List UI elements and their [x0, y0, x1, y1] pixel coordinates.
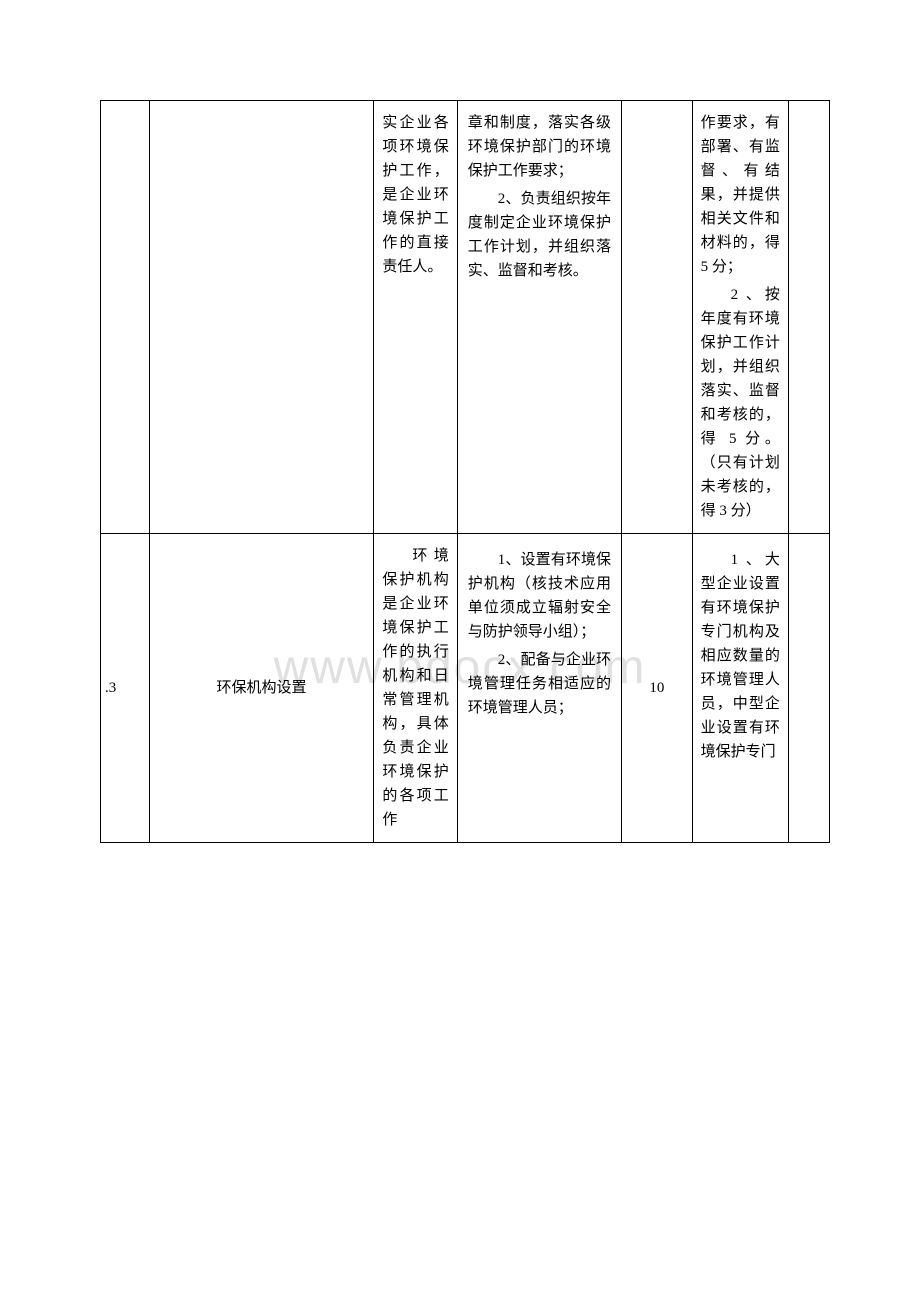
cell-title: 环保机构设置	[149, 534, 374, 843]
cell-requirements: 1、设置有环境保护机构（核技术应用单位须成立辐射安全与防护领导小组）； 2、配备…	[457, 534, 621, 843]
cell-title	[149, 101, 374, 534]
table-row: 实企业各项环境保护工作，是企业环境保护工作的直接责任人。 章和制度，落实各级环境…	[101, 101, 830, 534]
cell-index	[101, 101, 150, 534]
cell-description: 环境保护机构是企业环境保护工作的执行机构和日常管理机构，具体负责企业环境保护的各…	[374, 534, 457, 843]
cell-remark	[788, 101, 829, 534]
cell-score: 10	[622, 534, 693, 843]
cell-description: 实企业各项环境保护工作，是企业环境保护工作的直接责任人。	[374, 101, 457, 534]
criteria-para-1: 1 、大型企业设置有环境保护专门机构及相应数量的环境管理人员，中型企业设置有环境…	[701, 548, 780, 764]
requirement-para-2: 2、负责组织按年度制定企业环境保护工作计划，并组织落实、监督和考核。	[468, 187, 611, 283]
table-row: .3 环保机构设置 环境保护机构是企业环境保护工作的执行机构和日常管理机构，具体…	[101, 534, 830, 843]
table-container: 实企业各项环境保护工作，是企业环境保护工作的直接责任人。 章和制度，落实各级环境…	[0, 0, 920, 883]
criteria-para-2: 2 、按年度有环境保护工作计划，并组织落实、监督和考核的，得 5 分。（只有计划…	[701, 283, 780, 523]
cell-criteria: 1 、大型企业设置有环境保护专门机构及相应数量的环境管理人员，中型企业设置有环境…	[692, 534, 788, 843]
requirement-para-1: 章和制度，落实各级环境保护部门的环境保护工作要求；	[468, 111, 611, 183]
cell-score	[622, 101, 693, 534]
evaluation-table: 实企业各项环境保护工作，是企业环境保护工作的直接责任人。 章和制度，落实各级环境…	[100, 100, 830, 843]
cell-remark	[788, 534, 829, 843]
criteria-para-1: 作要求，有部署、有监督、有结果，并提供相关文件和材料的，得 5 分；	[701, 111, 780, 279]
cell-criteria: 作要求，有部署、有监督、有结果，并提供相关文件和材料的，得 5 分； 2 、按年…	[692, 101, 788, 534]
requirement-para-2: 2、配备与企业环境管理任务相适应的环境管理人员；	[468, 648, 611, 720]
cell-requirements: 章和制度，落实各级环境保护部门的环境保护工作要求； 2、负责组织按年度制定企业环…	[457, 101, 621, 534]
cell-index: .3	[101, 534, 150, 843]
requirement-para-1: 1、设置有环境保护机构（核技术应用单位须成立辐射安全与防护领导小组）；	[468, 548, 611, 644]
description-text: 环境保护机构是企业环境保护工作的执行机构和日常管理机构，具体负责企业环境保护的各…	[382, 544, 448, 832]
